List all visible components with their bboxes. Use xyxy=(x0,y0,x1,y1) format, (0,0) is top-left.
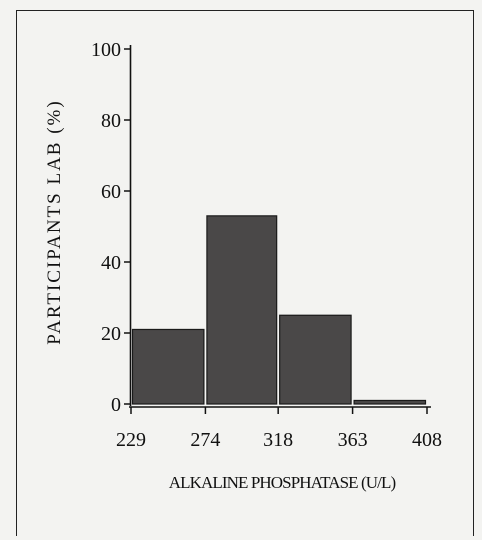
bar-4 xyxy=(353,399,427,405)
x-tick-label: 363 xyxy=(338,429,368,451)
y-tick-label: 100 xyxy=(91,39,121,61)
bars-group xyxy=(131,215,427,405)
x-axis-label: ALKALINE PHOSPHATASE (U/L) xyxy=(169,473,396,492)
x-tick-label: 318 xyxy=(263,429,293,451)
x-tick-label: 229 xyxy=(116,429,146,451)
y-tick-label: 60 xyxy=(101,181,121,203)
x-tick-label: 274 xyxy=(190,429,220,451)
y-tick-label: 0 xyxy=(111,394,121,416)
bar-3 xyxy=(279,314,352,405)
chart-frame xyxy=(16,10,474,536)
axes-group: 0 20 40 60 80 100 229 274 318 363 408 xyxy=(91,39,442,451)
y-tick-label: 20 xyxy=(101,323,121,345)
bar-1 xyxy=(131,328,205,405)
y-tick-label: 40 xyxy=(101,252,121,274)
x-tick-label: 408 xyxy=(412,429,442,451)
y-tick-label: 80 xyxy=(101,110,121,132)
y-axis-label: PARTICIPANTS LAB (%) xyxy=(44,99,65,344)
bar-2 xyxy=(206,215,278,405)
